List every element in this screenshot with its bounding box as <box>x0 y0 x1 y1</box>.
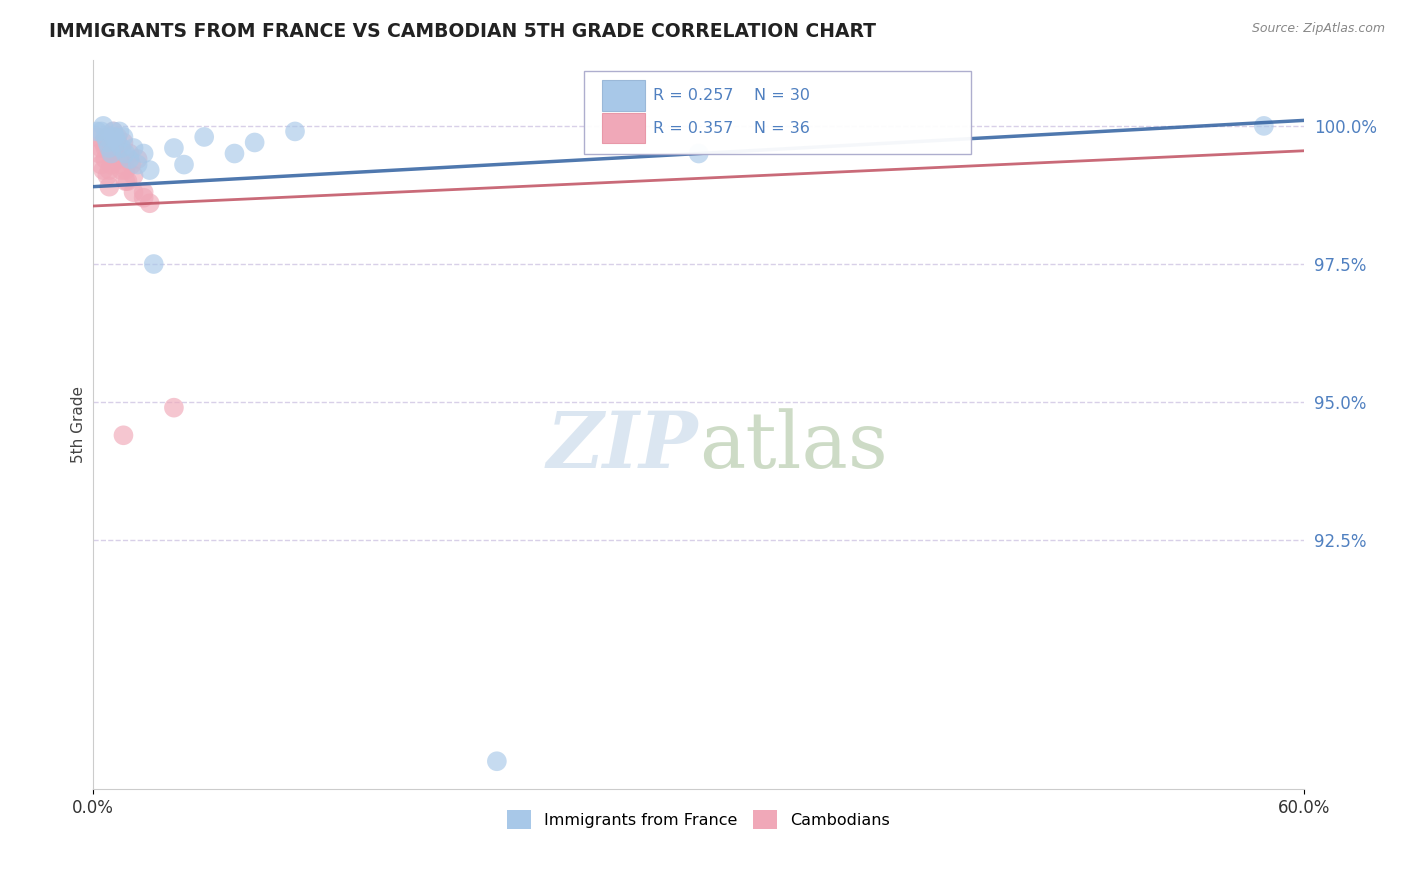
FancyBboxPatch shape <box>602 80 645 111</box>
Point <box>110 141 132 155</box>
Text: ZIP: ZIP <box>547 408 699 484</box>
Point <box>243 136 266 150</box>
Point <box>91 163 114 178</box>
Point <box>122 141 145 155</box>
Point <box>485 754 508 768</box>
Text: R = 0.357    N = 36: R = 0.357 N = 36 <box>652 120 810 136</box>
Point <box>104 141 127 155</box>
Point <box>118 146 141 161</box>
Point <box>108 124 131 138</box>
Point <box>91 119 114 133</box>
Point <box>107 141 129 155</box>
Point <box>112 130 135 145</box>
Point <box>86 130 108 145</box>
Text: atlas: atlas <box>699 409 887 484</box>
Point <box>100 157 122 171</box>
Point <box>90 141 112 155</box>
Point <box>96 130 118 145</box>
Point <box>132 191 155 205</box>
Point <box>98 163 121 178</box>
Point <box>163 401 186 415</box>
Point <box>100 146 122 161</box>
Point <box>112 136 135 150</box>
Point <box>138 163 160 178</box>
Point <box>89 146 111 161</box>
Point <box>103 124 125 138</box>
Point <box>110 163 132 178</box>
Point <box>98 179 121 194</box>
FancyBboxPatch shape <box>583 70 972 154</box>
Point <box>94 141 117 155</box>
Point <box>114 174 136 188</box>
Point <box>96 136 118 150</box>
Point <box>138 196 160 211</box>
Point <box>142 257 165 271</box>
Point <box>127 157 149 171</box>
Point <box>108 152 131 166</box>
Point <box>98 141 121 155</box>
Point <box>90 124 112 138</box>
Point <box>94 130 117 145</box>
Point <box>173 157 195 171</box>
Point <box>90 157 112 171</box>
Point <box>110 157 132 171</box>
Point <box>104 130 127 145</box>
Point <box>121 157 143 171</box>
Text: R = 0.257    N = 30: R = 0.257 N = 30 <box>652 87 810 103</box>
Point <box>688 146 710 161</box>
Point <box>112 428 135 442</box>
Point <box>132 146 155 161</box>
Point <box>122 185 145 199</box>
Point <box>114 146 136 161</box>
Point <box>127 152 149 166</box>
Point <box>1253 119 1275 133</box>
Point <box>91 136 114 150</box>
Point <box>107 130 129 145</box>
Point <box>117 174 139 188</box>
Point <box>118 152 141 166</box>
FancyBboxPatch shape <box>602 112 645 144</box>
Point <box>193 130 215 145</box>
Point <box>114 163 136 178</box>
Point <box>163 141 186 155</box>
Point <box>132 185 155 199</box>
Point <box>103 124 125 138</box>
Point <box>86 124 108 138</box>
Point <box>94 152 117 166</box>
Text: IMMIGRANTS FROM FRANCE VS CAMBODIAN 5TH GRADE CORRELATION CHART: IMMIGRANTS FROM FRANCE VS CAMBODIAN 5TH … <box>49 22 876 41</box>
Point <box>103 146 125 161</box>
Legend: Immigrants from France, Cambodians: Immigrants from France, Cambodians <box>501 804 897 836</box>
Point <box>96 169 118 183</box>
Y-axis label: 5th Grade: 5th Grade <box>72 385 86 463</box>
Point <box>224 146 246 161</box>
Point <box>107 136 129 150</box>
Point <box>122 169 145 183</box>
Text: Source: ZipAtlas.com: Source: ZipAtlas.com <box>1251 22 1385 36</box>
Point <box>100 146 122 161</box>
Point <box>103 130 125 145</box>
Point <box>284 124 307 138</box>
